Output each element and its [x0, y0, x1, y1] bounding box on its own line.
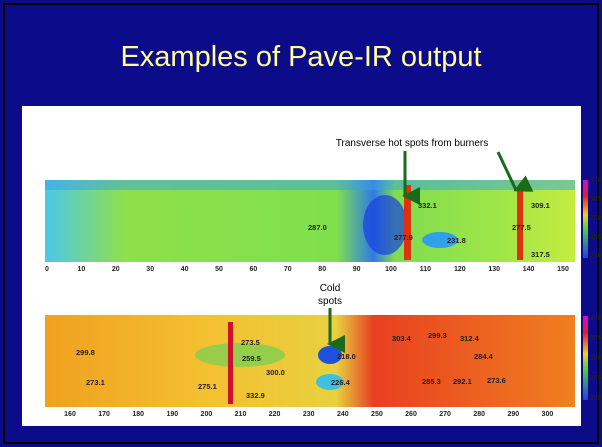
- x-tick-label: 250: [371, 411, 383, 418]
- colorbar-label: 255: [590, 375, 602, 382]
- x-tick-label: 300: [542, 411, 554, 418]
- x-tick-label: 150: [557, 266, 569, 273]
- x-tick-label: 70: [284, 266, 292, 273]
- x-tick-label: 200: [201, 411, 213, 418]
- x-tick-label: 140: [523, 266, 535, 273]
- temperature-label: 332.9: [246, 391, 265, 400]
- x-tick-label: 120: [454, 266, 466, 273]
- hot-stripe: [228, 322, 233, 404]
- thermal-image: [45, 315, 588, 407]
- temperature-label: 303.4: [392, 334, 412, 343]
- colorbar: [583, 316, 588, 400]
- colorbar-label: 305: [590, 196, 602, 203]
- colorbar-label: 305: [590, 335, 602, 342]
- annotation: Cold: [320, 283, 341, 294]
- x-tick-label: 240: [337, 411, 349, 418]
- temperature-label: 231.8: [447, 236, 466, 245]
- x-tick-label: 100: [385, 266, 397, 273]
- x-tick-label: 220: [269, 411, 281, 418]
- x-tick-label: 10: [78, 266, 86, 273]
- x-tick-label: 40: [181, 266, 189, 273]
- colorbar: [583, 180, 588, 258]
- x-tick-label: 80: [318, 266, 326, 273]
- temperature-label: 317.5: [531, 250, 550, 259]
- x-tick-label: 280: [473, 411, 485, 418]
- x-tick-label: 60: [250, 266, 258, 273]
- heatmap: [45, 180, 575, 262]
- temperature-label: 312.4: [460, 334, 480, 343]
- x-tick-label: 180: [132, 411, 144, 418]
- slide-title: Examples of Pave-IR output: [120, 41, 481, 73]
- colorbar-label: 230: [590, 253, 602, 260]
- hot-stripe: [404, 185, 411, 260]
- annotation: spots: [318, 296, 342, 307]
- temperature-label: 277.9: [394, 233, 413, 242]
- x-tick-label: 160: [64, 411, 76, 418]
- temperature-label: 273.6: [487, 376, 506, 385]
- temperature-label: 300.0: [266, 368, 285, 377]
- x-tick-label: 290: [507, 411, 519, 418]
- page: Examples of Pave-IR output Transverse ho…: [0, 0, 602, 447]
- temperature-label: 277.5: [512, 223, 531, 232]
- temperature-label: 299.3: [428, 331, 447, 340]
- temperature-label: 275.1: [198, 382, 217, 391]
- x-tick-label: 0: [45, 266, 49, 273]
- colorbar-label: 280: [590, 215, 602, 222]
- cool-area: [195, 343, 285, 367]
- temperature-label: 273.1: [86, 378, 105, 387]
- temperature-label: 218.0: [337, 352, 356, 361]
- temperature-label: 287.0: [308, 223, 327, 232]
- temperature-label: 299.8: [76, 348, 95, 357]
- x-tick-label: 260: [405, 411, 417, 418]
- colorbar-label: 280: [590, 355, 602, 362]
- temperature-label: 226.4: [331, 378, 351, 387]
- colorbar-label: 230: [590, 395, 602, 402]
- heatmap-band: [45, 180, 575, 190]
- temperature-label: 332.1: [418, 201, 437, 210]
- temperature-label: 292.1: [453, 377, 472, 386]
- x-tick-label: 170: [98, 411, 110, 418]
- temperature-label: 309.1: [531, 201, 550, 210]
- colorbar-label: 255: [590, 234, 602, 241]
- heatmap: [45, 315, 575, 407]
- temperature-label: 285.3: [422, 377, 441, 386]
- cold-area: [363, 195, 407, 255]
- colorbar-label: 330: [590, 177, 602, 184]
- annotation: Transverse hot spots from burners: [336, 138, 488, 149]
- x-tick-label: 20: [112, 266, 120, 273]
- x-tick-label: 130: [488, 266, 500, 273]
- x-tick-label: 90: [353, 266, 361, 273]
- x-tick-label: 50: [215, 266, 223, 273]
- x-tick-label: 230: [303, 411, 315, 418]
- x-tick-label: 30: [146, 266, 154, 273]
- colorbar-label: 330: [590, 315, 602, 322]
- temperature-label: 273.5: [241, 338, 260, 347]
- temperature-label: 284.4: [474, 352, 494, 361]
- temperature-label: 259.5: [242, 354, 261, 363]
- x-tick-label: 210: [235, 411, 247, 418]
- x-tick-label: 270: [439, 411, 451, 418]
- thermal-image: [45, 180, 588, 262]
- slide: Examples of Pave-IR output Transverse ho…: [0, 0, 602, 447]
- x-tick-label: 190: [166, 411, 178, 418]
- x-tick-label: 110: [420, 266, 431, 273]
